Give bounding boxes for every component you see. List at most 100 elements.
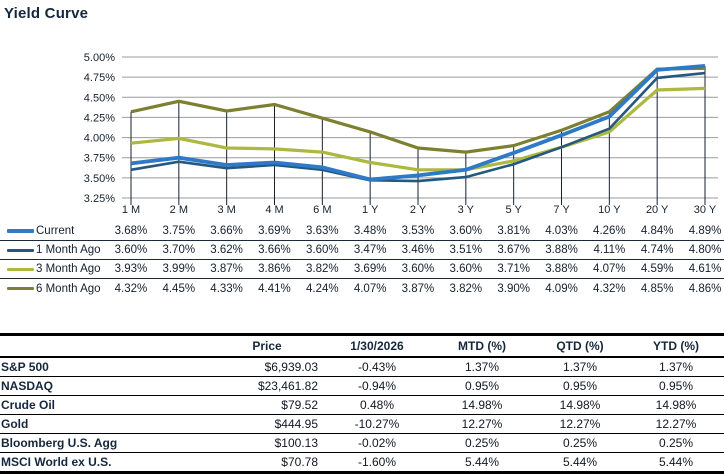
legend-series-label: 3 Month Ago	[36, 263, 101, 275]
legend-value: 4.41%	[258, 282, 291, 295]
qtd-value: 14.98%	[559, 398, 601, 412]
price-value: $79.52	[281, 398, 318, 412]
legend-value: 3.60%	[449, 225, 483, 237]
legend-value: 3.87%	[210, 263, 243, 275]
legend-value: 3.99%	[162, 263, 196, 275]
legend-value: 4.32%	[114, 282, 148, 295]
legend-value: 3.60%	[449, 263, 483, 275]
legend-value: 3.86%	[258, 263, 291, 275]
change-value: -0.94%	[357, 379, 397, 393]
legend-value: 4.07%	[593, 263, 626, 275]
y-axis-labels: 5.00% 4.75% 4.50% 4.25% 4.00% 3.75% 3.50% 3.25%	[84, 52, 115, 205]
y-tick-label: 4.50%	[84, 92, 115, 104]
legend-value: 3.71%	[497, 263, 530, 275]
instrument-label: MSCI World ex U.S.	[1, 455, 112, 469]
legend-value: 4.09%	[545, 282, 578, 295]
legend-row-6-month-ago: 6 Month Ago 4.32% 4.45% 4.33% 4.41% 4.24% 4.07…	[0, 279, 724, 298]
legend-value: 4.74%	[640, 244, 674, 256]
ytd-value: 0.95%	[658, 379, 694, 393]
ytd-value: 1.37%	[658, 360, 694, 374]
price-value: $23,461.82	[257, 379, 318, 393]
legend-value: 3.82%	[449, 282, 483, 295]
legend-value: 3.81%	[497, 225, 530, 237]
price-value: $100.13	[274, 436, 318, 450]
legend-value: 3.63%	[305, 225, 339, 237]
mtd-value: 0.25%	[464, 436, 500, 450]
market-row-s-p-500: S&P 500 $6,939.03 -0.43% 1.37% 1.37% 1.37%	[0, 357, 724, 377]
price-header: Price	[252, 339, 282, 353]
change-value: -1.60%	[357, 455, 397, 469]
legend-value: 3.60%	[114, 244, 148, 256]
change-value: -0.02%	[357, 436, 397, 450]
legend-value: 4.32%	[593, 282, 626, 295]
legend-row-1-month-ago: 1 Month Ago 3.60% 3.70% 3.62% 3.66% 3.60% 3.47…	[0, 241, 724, 260]
yield-curve-chart: 5.00% 4.75% 4.50% 4.25% 4.00% 3.75% 3.50% 3.25%…	[84, 52, 718, 216]
legend-value: 3.67%	[497, 244, 530, 256]
mtd-header: MTD (%)	[458, 339, 506, 353]
instrument-label: Bloomberg U.S. Agg	[1, 436, 118, 450]
x-tick-label: 1 Y	[362, 204, 379, 216]
legend-value: 4.07%	[353, 282, 387, 295]
legend-series-label: Current	[36, 225, 75, 237]
legend-key: 6 Month Ago	[0, 283, 107, 295]
market-header-row: Price 1/30/2026 MTD (%) QTD (%) YTD (%)	[0, 334, 724, 357]
legend-value: 4.89%	[688, 225, 722, 237]
legend-line-swatch-1-month-ago	[7, 248, 34, 252]
legend-value: 4.03%	[545, 225, 578, 237]
instrument-label: Gold	[1, 417, 29, 431]
page-title: Yield Curve	[4, 5, 89, 22]
mtd-value: 1.37%	[464, 360, 500, 374]
legend-table: Current 3.68% 3.75% 3.66% 3.69% 3.63% 3.48% 3.5…	[0, 222, 724, 298]
legend-line-swatch-current	[7, 229, 34, 233]
mtd-value: 5.44%	[464, 455, 500, 469]
legend-value: 3.75%	[162, 225, 196, 237]
legend-value: 4.84%	[640, 225, 674, 237]
x-tick-label: 5 Y	[506, 204, 523, 216]
legend-value: 3.62%	[210, 244, 243, 256]
legend-row-current: Current 3.68% 3.75% 3.66% 3.69% 3.63% 3.48% 3.5…	[0, 222, 724, 241]
ytd-value: 14.98%	[655, 398, 697, 412]
ytd-value: 0.25%	[658, 436, 694, 450]
x-axis-labels: 1 M 2 M 3 M 4 M 6 M 1 Y 2 Y 3 Y 5 Y 7 Y 10 Y 20 Y 30…	[122, 204, 717, 216]
legend-series-label: 1 Month Ago	[36, 244, 101, 256]
legend-values: 3.60% 3.70% 3.62% 3.66% 3.60% 3.47% 3.46% 3.51%…	[107, 244, 724, 256]
legend-value: 3.87%	[401, 282, 435, 295]
price-value: $444.95	[274, 417, 318, 431]
price-value: $70.78	[281, 455, 318, 469]
y-tick-label: 3.75%	[84, 153, 115, 165]
qtd-value: 1.37%	[562, 360, 598, 374]
legend-value: 3.82%	[305, 263, 339, 275]
market-row-nasdaq: NASDAQ $23,461.82 -0.94% 0.95% 0.95% 0.95%	[0, 377, 724, 396]
legend-value: 3.90%	[497, 282, 530, 295]
market-row-crude-oil: Crude Oil $79.52 0.48% 14.98% 14.98% 14.98%	[0, 396, 724, 415]
legend-value: 3.51%	[449, 244, 483, 256]
y-tick-label: 3.25%	[84, 193, 115, 205]
legend-key: 1 Month Ago	[0, 244, 107, 256]
qtd-value: 0.25%	[562, 436, 598, 450]
x-tick-label: 6 M	[313, 204, 331, 216]
change-value: -10.27%	[354, 417, 400, 431]
legend-value: 4.33%	[210, 282, 243, 295]
y-tick-label: 5.00%	[84, 52, 115, 64]
ytd-value: 12.27%	[655, 417, 697, 431]
qtd-value: 0.95%	[562, 379, 598, 393]
legend-value: 3.60%	[401, 263, 435, 275]
price-value: $6,939.03	[264, 360, 318, 374]
legend-line-swatch-3-month-ago	[7, 267, 34, 271]
legend-value: 3.60%	[305, 244, 339, 256]
change-value: -0.43%	[357, 360, 397, 374]
market-table: Price 1/30/2026 MTD (%) QTD (%) YTD (%) …	[0, 333, 724, 474]
legend-key: Current	[0, 225, 107, 237]
market-row-msci-world-ex-u-s-: MSCI World ex U.S. $70.78 -1.60% 5.44% 5.44%…	[0, 453, 724, 473]
market-row-gold: Gold $444.95 -10.27% 12.27% 12.27% 12.27%	[0, 415, 724, 434]
legend-value: 3.70%	[162, 244, 196, 256]
series-line-6-month-ago	[130, 66, 706, 154]
ytd-header: YTD (%)	[653, 339, 699, 353]
legend-value: 3.88%	[545, 244, 578, 256]
legend-value: 3.93%	[114, 263, 148, 275]
y-tick-label: 3.50%	[84, 173, 115, 185]
legend-row-3-month-ago: 3 Month Ago 3.93% 3.99% 3.87% 3.86% 3.82% 3.69…	[0, 260, 724, 279]
legend-value: 4.26%	[593, 225, 626, 237]
legend-value: 4.80%	[688, 244, 722, 256]
